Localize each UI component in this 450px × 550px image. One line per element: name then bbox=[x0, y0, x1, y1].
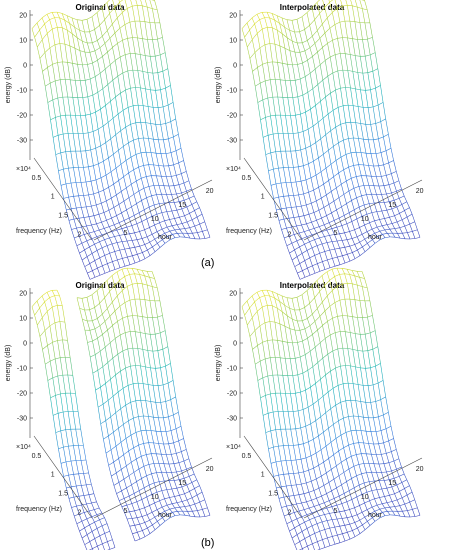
z-axis-label: energy (dB) bbox=[215, 345, 222, 382]
x-axis-label: frequency (Hz) bbox=[16, 506, 62, 513]
z-tick-label: -20 bbox=[227, 391, 237, 398]
surface-mesh bbox=[31, 267, 211, 550]
x-tick-label: 1 bbox=[261, 194, 265, 201]
x-tick-label: 0.5 bbox=[32, 175, 42, 182]
z-tick-label: 10 bbox=[229, 38, 237, 45]
chart-b-original: Original data 20 10 0 -10 -20 -30 energy (dB) 0.… bbox=[5, 267, 214, 550]
x-axis-label: frequency (Hz) bbox=[16, 228, 62, 235]
x-tick-label: 0.5 bbox=[242, 175, 252, 182]
z-tick-label: 0 bbox=[23, 341, 27, 348]
z-tick-label: -20 bbox=[17, 391, 27, 398]
z-tick-label: -10 bbox=[17, 88, 27, 95]
surface-mesh bbox=[241, 267, 421, 550]
x-axis-label: frequency (Hz) bbox=[226, 506, 272, 513]
y-tick-label: 15 bbox=[178, 480, 186, 487]
y-tick-label: 20 bbox=[206, 188, 214, 195]
chart-title: Original data bbox=[76, 3, 125, 12]
z-tick-label: -30 bbox=[17, 138, 27, 145]
x-tick-label: 1 bbox=[51, 194, 55, 201]
x-tick-label: 0.5 bbox=[242, 453, 252, 460]
x-multiplier: ×10⁴ bbox=[226, 444, 241, 451]
x-tick-label: 1 bbox=[261, 472, 265, 479]
y-tick-label: 15 bbox=[388, 202, 396, 209]
y-tick-label: 5 bbox=[333, 508, 337, 515]
y-tick-label: 15 bbox=[178, 202, 186, 209]
x-tick-label: 2 bbox=[287, 509, 291, 516]
y-tick-label: 20 bbox=[206, 466, 214, 473]
x-axis-label: frequency (Hz) bbox=[226, 228, 272, 235]
x-tick-label: 2 bbox=[77, 509, 81, 516]
surface-mesh bbox=[31, 0, 211, 280]
y-tick-label: 20 bbox=[416, 188, 424, 195]
x-tick-label: 2 bbox=[77, 231, 81, 238]
y-tick-label: 10 bbox=[151, 216, 159, 223]
z-tick-label: 20 bbox=[229, 291, 237, 298]
y-tick-label: 10 bbox=[361, 494, 369, 501]
z-axis-label: energy (dB) bbox=[5, 67, 12, 104]
z-tick-label: -30 bbox=[17, 416, 27, 423]
chart-a-original: Original data 20 10 0 -10 -20 -30 energy (dB) 0.… bbox=[5, 0, 214, 280]
z-tick-label: 20 bbox=[19, 291, 27, 298]
y-axis-label: hour bbox=[158, 512, 173, 519]
z-tick-label: 10 bbox=[19, 38, 27, 45]
z-tick-label: -20 bbox=[17, 113, 27, 120]
x-tick-label: 1.5 bbox=[268, 213, 278, 220]
z-tick-label: -10 bbox=[227, 366, 237, 373]
x-multiplier: ×10⁴ bbox=[226, 166, 241, 173]
z-tick-label: -10 bbox=[227, 88, 237, 95]
z-axis-label: energy (dB) bbox=[215, 67, 222, 104]
x-tick-label: 2 bbox=[287, 231, 291, 238]
z-tick-label: 10 bbox=[19, 316, 27, 323]
z-tick-label: 10 bbox=[229, 316, 237, 323]
z-tick-label: -30 bbox=[227, 416, 237, 423]
z-tick-label: 20 bbox=[229, 13, 237, 20]
x-tick-label: 1.5 bbox=[58, 491, 68, 498]
z-tick-label: -10 bbox=[17, 366, 27, 373]
y-tick-label: 5 bbox=[123, 230, 127, 237]
y-tick-label: 10 bbox=[151, 494, 159, 501]
y-tick-label: 15 bbox=[388, 480, 396, 487]
x-multiplier: ×10⁴ bbox=[16, 166, 31, 173]
y-axis-label: hour bbox=[368, 512, 383, 519]
y-axis-label: hour bbox=[158, 234, 173, 241]
z-tick-label: 0 bbox=[233, 63, 237, 70]
z-tick-label: -30 bbox=[227, 138, 237, 145]
y-tick-label: 10 bbox=[361, 216, 369, 223]
y-axis-label: hour bbox=[368, 234, 383, 241]
x-multiplier: ×10⁴ bbox=[16, 444, 31, 451]
y-tick-label: 5 bbox=[333, 230, 337, 237]
y-tick-label: 20 bbox=[416, 466, 424, 473]
surface-mesh bbox=[241, 0, 421, 280]
z-tick-label: 0 bbox=[233, 341, 237, 348]
z-axis-label: energy (dB) bbox=[5, 345, 12, 382]
caption-a: (a) bbox=[201, 257, 214, 269]
caption-b: (b) bbox=[201, 537, 214, 549]
z-tick-label: 20 bbox=[19, 13, 27, 20]
x-tick-label: 1 bbox=[51, 472, 55, 479]
y-tick-label: 5 bbox=[123, 508, 127, 515]
chart-title: Original data bbox=[76, 281, 125, 290]
z-tick-label: 0 bbox=[23, 63, 27, 70]
x-tick-label: 1.5 bbox=[268, 491, 278, 498]
z-tick-label: -20 bbox=[227, 113, 237, 120]
x-tick-label: 0.5 bbox=[32, 453, 42, 460]
x-tick-label: 1.5 bbox=[58, 213, 68, 220]
